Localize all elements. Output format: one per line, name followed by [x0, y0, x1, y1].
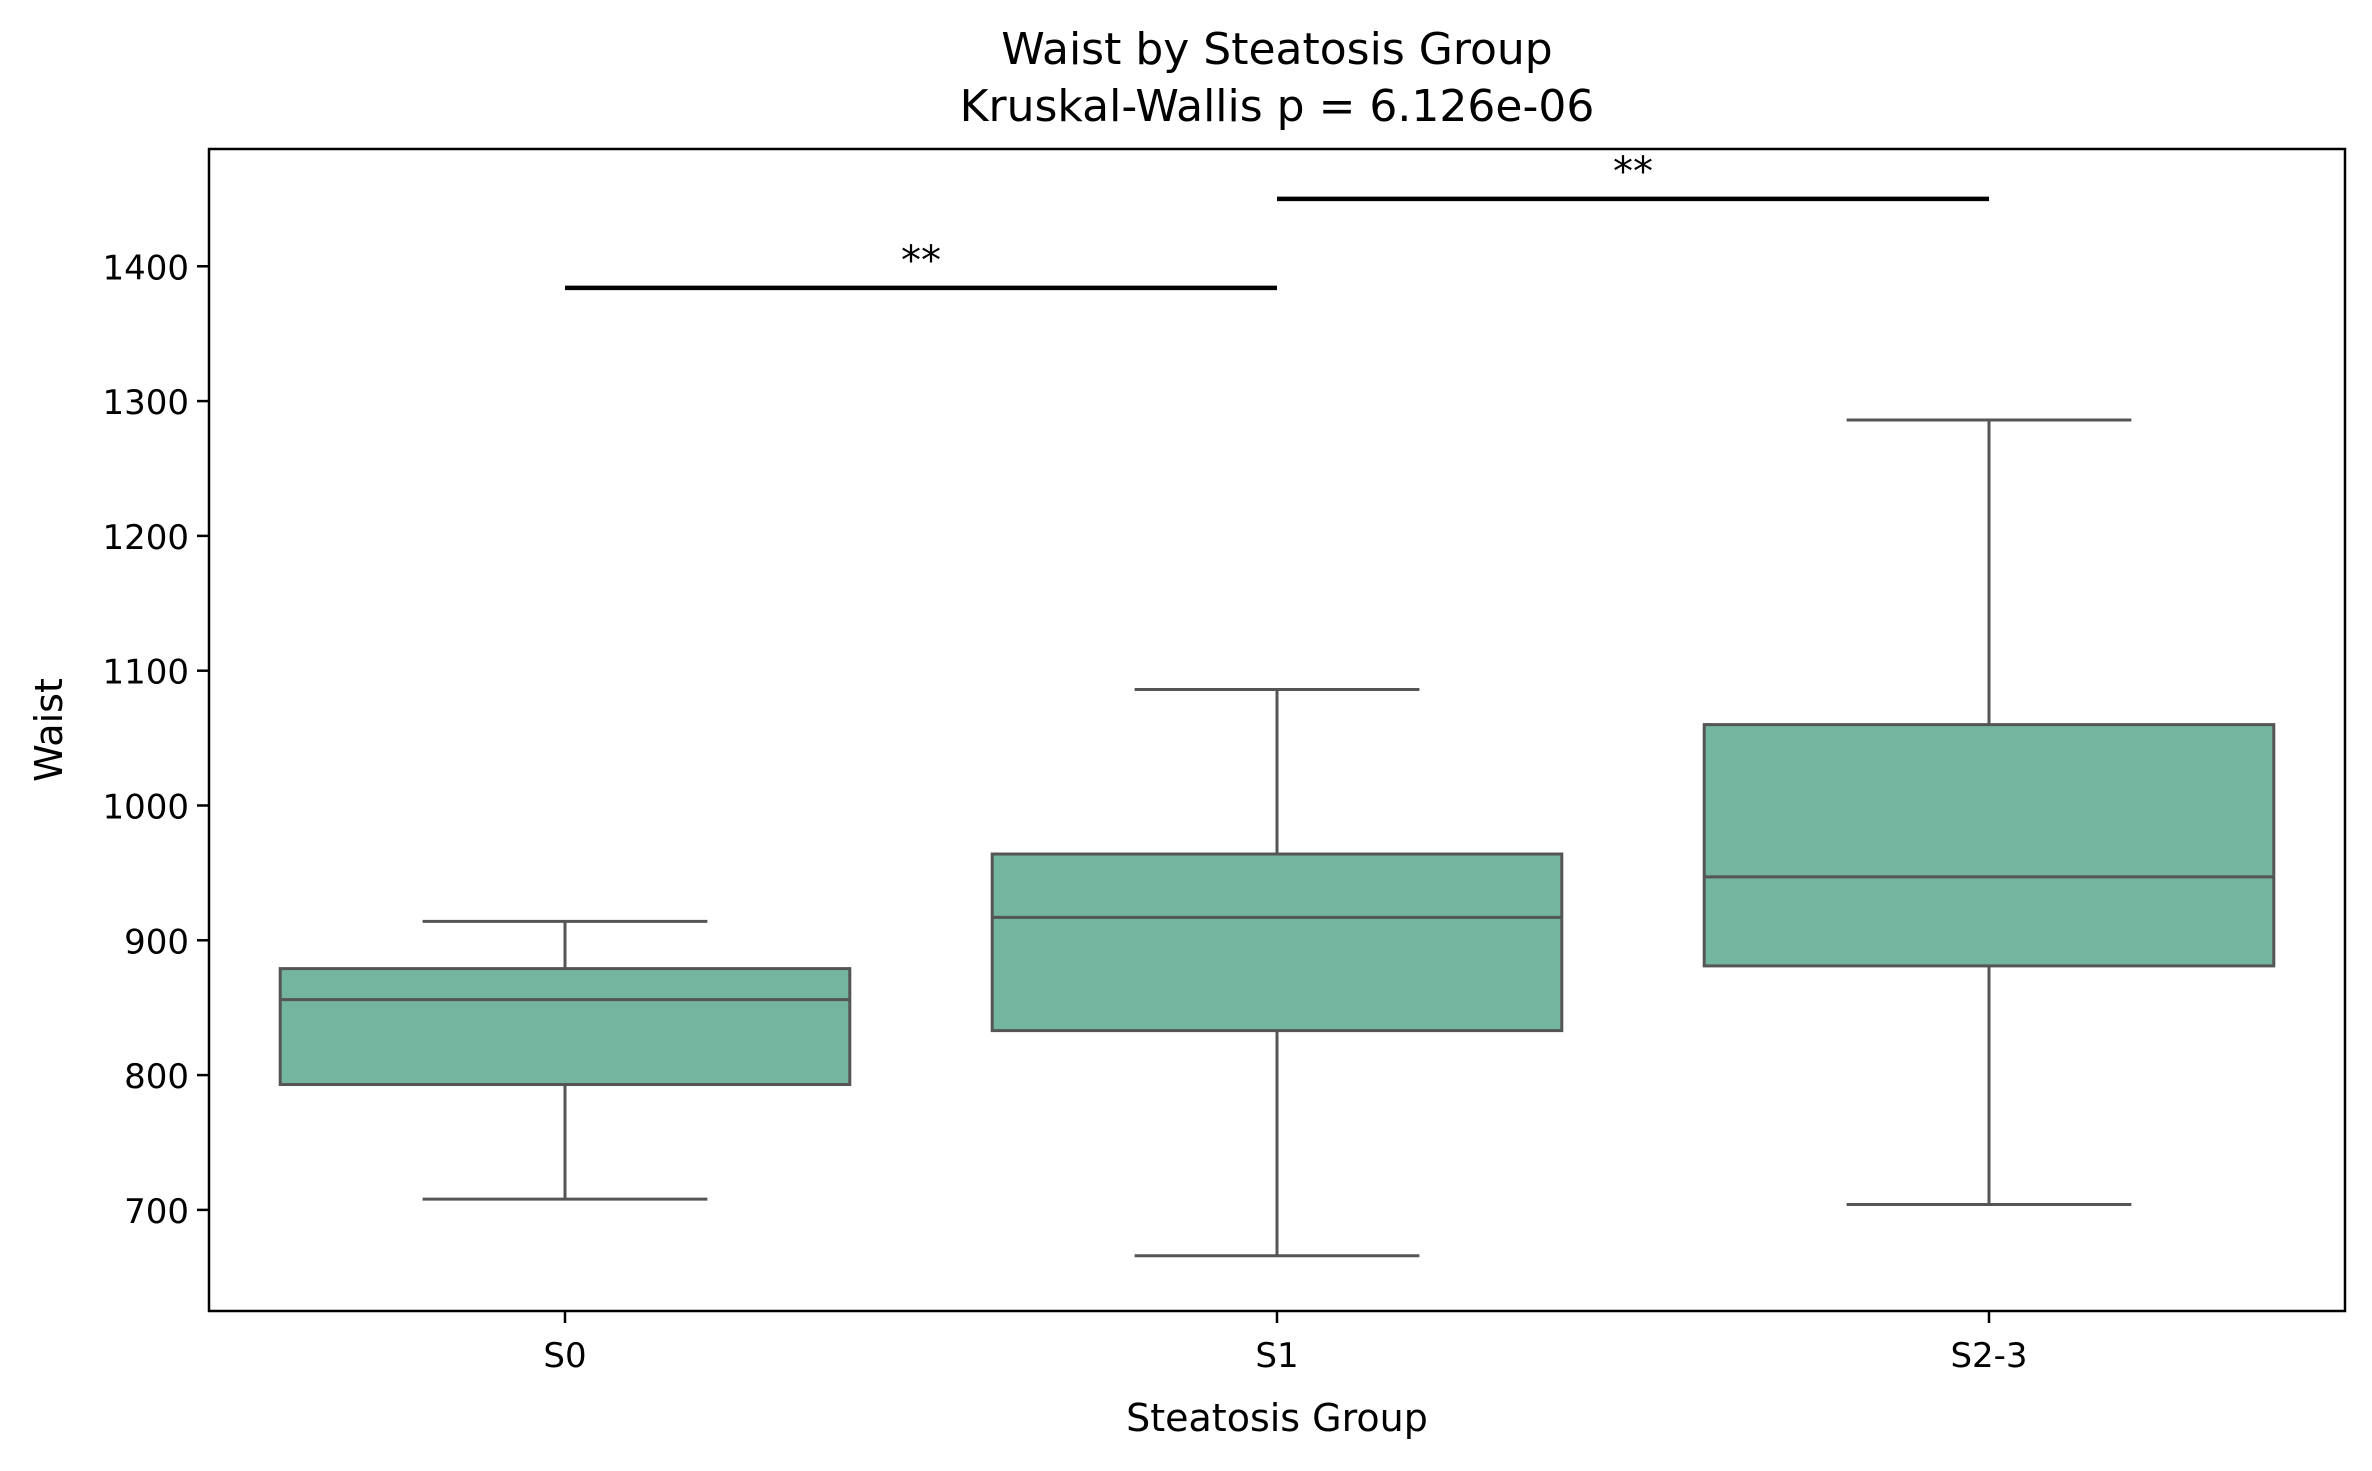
box-s1-iqr	[990, 852, 1564, 1033]
x-axis-label: Steatosis Group	[1126, 1396, 1428, 1440]
y-tick-label: 900	[124, 922, 189, 962]
box-s2-3-iqr	[1702, 723, 2276, 968]
y-tick-label: 1400	[102, 248, 189, 288]
y-tick-label: 700	[124, 1192, 189, 1232]
y-tick-label: 1000	[102, 787, 189, 827]
box-s0-iqr	[278, 967, 852, 1087]
x-tick-label: S1	[1255, 1336, 1298, 1376]
y-axis-label: Waist	[27, 678, 71, 782]
x-tick-label: S0	[543, 1336, 586, 1376]
chart-title: Waist by Steatosis Group	[1001, 24, 1552, 75]
significance-label: **	[901, 238, 941, 284]
x-tick-label: S2-3	[1950, 1336, 2027, 1376]
plot-frame	[207, 147, 2347, 1313]
plot-area: 700 800 900 1000 1100 1200 1300 1400 S0 S1 S2-3 ** *…	[102, 149, 2276, 1376]
y-tick-label: 1100	[102, 653, 189, 693]
chart-subtitle: Kruskal-Wallis p = 6.126e-06	[960, 81, 1595, 132]
y-tick-label: 800	[124, 1057, 189, 1097]
y-tick-label: 1200	[102, 518, 189, 558]
y-tick-label: 1300	[102, 383, 189, 423]
significance-label: **	[1613, 149, 1653, 195]
